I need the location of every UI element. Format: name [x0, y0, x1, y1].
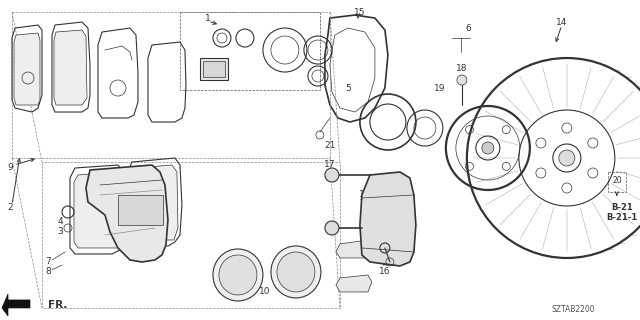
Polygon shape [14, 33, 40, 105]
Text: 21: 21 [324, 140, 335, 149]
Bar [180, 12, 320, 90]
Text: 4: 4 [57, 218, 63, 227]
Circle shape [559, 150, 575, 166]
Ellipse shape [213, 249, 263, 301]
Text: 5: 5 [345, 84, 351, 92]
Circle shape [325, 168, 339, 182]
Text: 16: 16 [379, 268, 390, 276]
Circle shape [482, 142, 494, 154]
Text: SZTAB2200: SZTAB2200 [551, 306, 595, 315]
Polygon shape [360, 172, 416, 266]
Circle shape [325, 221, 339, 235]
Text: 19: 19 [434, 84, 445, 92]
Circle shape [380, 243, 390, 253]
Text: 18: 18 [456, 64, 468, 73]
Bar [118, 195, 163, 225]
Text: 20: 20 [612, 177, 621, 186]
Polygon shape [336, 275, 372, 292]
Bar [203, 61, 225, 77]
Text: 17: 17 [324, 161, 335, 170]
Ellipse shape [219, 255, 257, 295]
Polygon shape [86, 165, 168, 262]
Text: 9: 9 [7, 164, 13, 172]
Text: 3: 3 [57, 228, 63, 236]
Ellipse shape [277, 252, 315, 292]
Polygon shape [2, 294, 30, 316]
Text: 12: 12 [344, 247, 356, 256]
Text: B-21: B-21 [611, 204, 633, 212]
Bar [200, 58, 228, 80]
Text: 14: 14 [556, 18, 568, 27]
Text: 1: 1 [205, 13, 211, 22]
Text: 2: 2 [7, 204, 13, 212]
Polygon shape [336, 240, 372, 258]
Text: 10: 10 [259, 287, 271, 296]
Text: FR.: FR. [48, 300, 67, 310]
Polygon shape [54, 30, 87, 105]
Text: 12: 12 [344, 284, 356, 292]
Polygon shape [132, 165, 178, 240]
Text: 15: 15 [354, 8, 365, 17]
Text: 8: 8 [45, 268, 51, 276]
Text: 13: 13 [102, 171, 114, 180]
Polygon shape [74, 172, 122, 248]
Bar [608, 172, 626, 192]
Ellipse shape [271, 246, 321, 298]
Text: 7: 7 [45, 258, 51, 267]
Circle shape [457, 75, 467, 85]
Text: B-21-1: B-21-1 [606, 213, 637, 222]
Text: 6: 6 [465, 24, 471, 33]
Text: 11: 11 [359, 190, 371, 199]
